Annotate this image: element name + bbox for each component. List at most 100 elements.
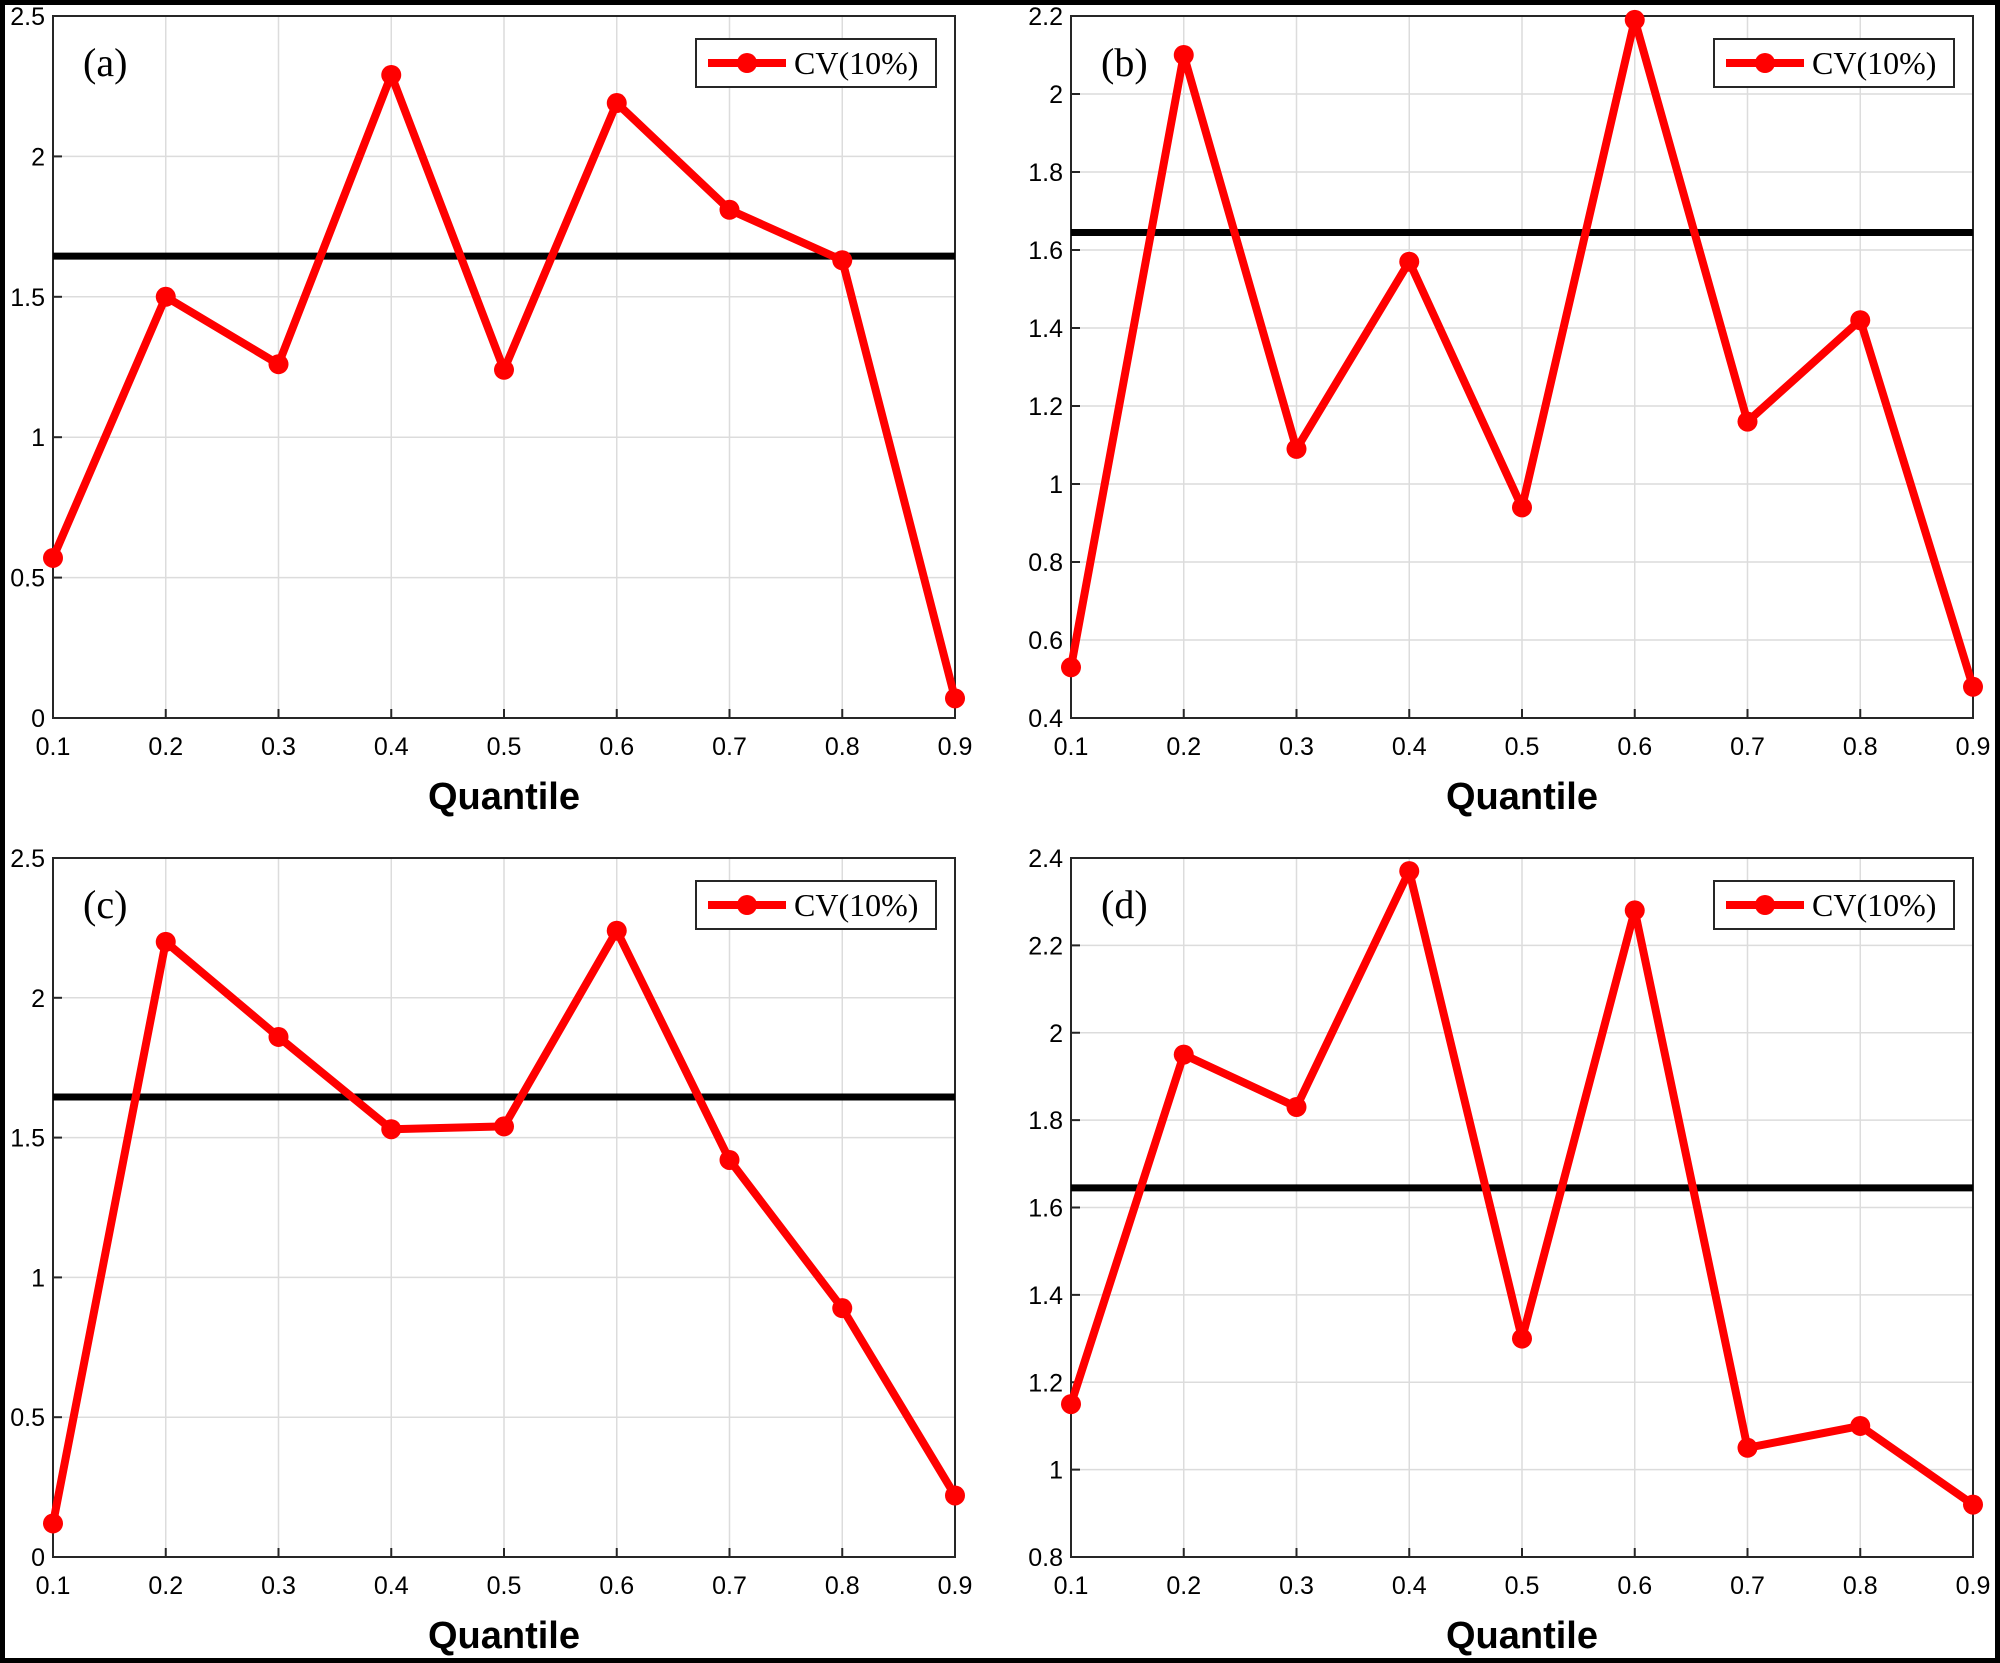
x-tick-label: 0.6 <box>1617 733 1652 761</box>
y-tick-label: 1 <box>1049 1457 1063 1485</box>
data-point <box>1963 676 1983 697</box>
y-tick-label: 0.6 <box>1028 627 1063 655</box>
x-tick-label: 0.5 <box>1505 1572 1540 1600</box>
data-point <box>1286 1097 1307 1118</box>
x-tick-label: 0.6 <box>599 1572 634 1600</box>
data-point <box>1061 657 1081 678</box>
chart-panel-d: 0.1 0.2 0.3 0.4 0.5 0.6 0.7 0.8 0.9 0.8 1 1.2 1.4 1.6… <box>1028 845 1990 1657</box>
legend-swatch-marker <box>1755 53 1775 73</box>
x-tick-label: 0.7 <box>1730 1572 1765 1600</box>
data-point <box>606 93 627 114</box>
x-tick-label: 0.4 <box>374 733 409 761</box>
x-tick-label: 0.8 <box>1843 733 1878 761</box>
legend-swatch-marker <box>1755 895 1775 915</box>
data-point <box>268 1026 289 1047</box>
data-point <box>1624 900 1645 921</box>
y-tick-label: 1.8 <box>1028 1107 1063 1135</box>
y-tick-label: 2 <box>31 985 45 1013</box>
y-tick-label: 0.8 <box>1028 1544 1063 1572</box>
x-tick-label: 0.7 <box>712 1572 747 1600</box>
y-tick-label: 2.4 <box>1028 845 1063 873</box>
data-point <box>1624 9 1645 30</box>
data-point <box>606 920 627 941</box>
x-tick-label: 0.5 <box>487 733 522 761</box>
x-axis-label: Quantile <box>1446 1615 1598 1657</box>
y-tick-label: 0.8 <box>1028 549 1063 577</box>
x-tick-label: 0.9 <box>1956 733 1991 761</box>
y-tick-label: 1 <box>1049 471 1063 499</box>
y-tick-label: 1.4 <box>1028 1282 1063 1310</box>
x-tick-label: 0.3 <box>261 733 296 761</box>
x-tick-label: 0.9 <box>1956 1572 1991 1600</box>
x-axis-label: Quantile <box>428 1615 580 1657</box>
y-tick-label: 2.5 <box>10 5 45 31</box>
y-tick-label: 1.6 <box>1028 237 1063 265</box>
x-tick-label: 0.3 <box>1279 733 1314 761</box>
y-tick-label: 1 <box>31 424 45 452</box>
y-tick-label: 0 <box>31 1544 45 1572</box>
data-point <box>1286 438 1307 459</box>
x-tick-label: 0.5 <box>1505 733 1540 761</box>
chart-panel-a: 0.1 0.2 0.3 0.4 0.5 0.6 0.7 0.8 0.9 0 0.5 1 1.5 2 2.5 Q… <box>10 3 973 818</box>
data-point <box>1850 310 1871 331</box>
x-axis-label: Quantile <box>1446 776 1598 818</box>
data-point <box>1963 1494 1983 1515</box>
data-point <box>1737 411 1758 432</box>
x-axis-label: Quantile <box>428 776 580 818</box>
data-point <box>494 1116 514 1137</box>
y-tick-label: 0.5 <box>10 1404 45 1432</box>
y-tick-label: 1.5 <box>10 284 45 312</box>
y-tick-label: 2.5 <box>10 845 45 873</box>
data-point <box>268 354 289 375</box>
panel-label: (a) <box>83 40 127 85</box>
data-point <box>1512 497 1532 518</box>
legend-label: CV(10%) <box>1812 887 1936 923</box>
data-point <box>381 1119 402 1140</box>
y-tick-label: 2.2 <box>1028 5 1063 31</box>
x-tick-label: 0.6 <box>1617 1572 1652 1600</box>
x-tick-label: 0.4 <box>374 1572 409 1600</box>
x-tick-label: 0.8 <box>825 1572 860 1600</box>
legend-label: CV(10%) <box>794 45 918 81</box>
x-tick-label: 0.4 <box>1392 733 1427 761</box>
x-tick-label: 0.3 <box>1279 1572 1314 1600</box>
data-point <box>381 64 402 85</box>
x-tick-label: 0.8 <box>1843 1572 1878 1600</box>
x-tick-label: 0.2 <box>148 733 183 761</box>
y-tick-label: 1 <box>31 1264 45 1292</box>
panel-label: (c) <box>83 882 127 927</box>
x-tick-label: 0.9 <box>938 1572 973 1600</box>
x-tick-label: 0.1 <box>36 1572 71 1600</box>
panel-label: (b) <box>1101 40 1148 85</box>
y-tick-label: 0.5 <box>10 565 45 593</box>
x-tick-label: 0.8 <box>825 733 860 761</box>
legend-swatch-marker <box>737 895 757 915</box>
y-tick-label: 1.2 <box>1028 393 1063 421</box>
y-tick-label: 1.8 <box>1028 159 1063 187</box>
data-point <box>832 1298 853 1319</box>
chart-panel-c: 0.1 0.2 0.3 0.4 0.5 0.6 0.7 0.8 0.9 0 0.5 1 1.5 2 2.5 Q… <box>10 845 972 1657</box>
data-point <box>155 931 176 952</box>
data-point <box>43 547 63 568</box>
data-point <box>155 286 176 307</box>
data-point <box>945 1485 965 1506</box>
y-tick-label: 1.2 <box>1028 1369 1063 1397</box>
data-point <box>719 1149 740 1170</box>
data-point <box>1399 251 1420 272</box>
data-point <box>1850 1415 1871 1436</box>
y-tick-label: 2 <box>1049 1020 1063 1048</box>
x-tick-label: 0.7 <box>712 733 747 761</box>
chart-panel-b: 0.1 0.2 0.3 0.4 0.5 0.6 0.7 0.8 0.9 0.4 0.6 0.8 1 1.2… <box>1028 3 1991 818</box>
data-point <box>945 688 965 709</box>
x-tick-label: 0.9 <box>938 733 973 761</box>
legend-swatch-marker <box>737 53 757 73</box>
legend-label: CV(10%) <box>1812 45 1936 81</box>
data-point <box>1173 45 1194 65</box>
data-point <box>1061 1394 1081 1415</box>
data-point <box>1399 861 1420 882</box>
data-point <box>832 250 853 271</box>
x-tick-label: 0.4 <box>1392 1572 1427 1600</box>
data-point <box>43 1513 63 1534</box>
data-point <box>1737 1437 1758 1458</box>
